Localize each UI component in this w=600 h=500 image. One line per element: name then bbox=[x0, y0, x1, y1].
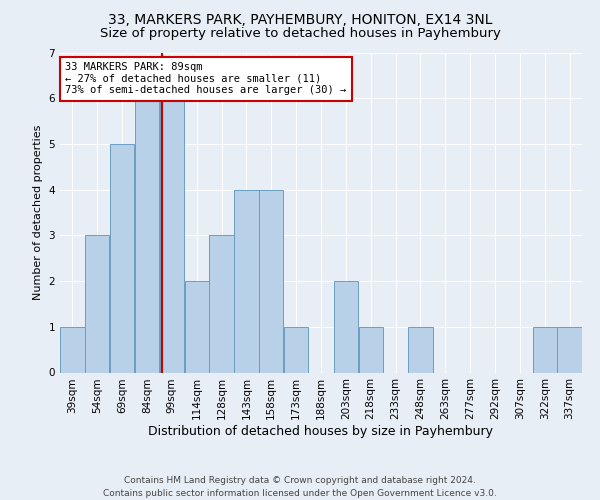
X-axis label: Distribution of detached houses by size in Payhembury: Distribution of detached houses by size … bbox=[149, 425, 493, 438]
Text: Contains HM Land Registry data © Crown copyright and database right 2024.
Contai: Contains HM Land Registry data © Crown c… bbox=[103, 476, 497, 498]
Bar bbox=[334, 281, 358, 372]
Text: 33, MARKERS PARK, PAYHEMBURY, HONITON, EX14 3NL: 33, MARKERS PARK, PAYHEMBURY, HONITON, E… bbox=[108, 12, 492, 26]
Bar bbox=[160, 98, 184, 372]
Text: Size of property relative to detached houses in Payhembury: Size of property relative to detached ho… bbox=[100, 28, 500, 40]
Bar bbox=[284, 327, 308, 372]
Bar bbox=[185, 281, 209, 372]
Bar bbox=[60, 327, 85, 372]
Bar bbox=[359, 327, 383, 372]
Bar bbox=[209, 236, 234, 372]
Text: 33 MARKERS PARK: 89sqm
← 27% of detached houses are smaller (11)
73% of semi-det: 33 MARKERS PARK: 89sqm ← 27% of detached… bbox=[65, 62, 346, 96]
Bar bbox=[135, 98, 159, 372]
Bar bbox=[408, 327, 433, 372]
Y-axis label: Number of detached properties: Number of detached properties bbox=[33, 125, 43, 300]
Bar bbox=[234, 190, 259, 372]
Bar bbox=[533, 327, 557, 372]
Bar bbox=[557, 327, 582, 372]
Bar bbox=[259, 190, 283, 372]
Bar bbox=[85, 236, 109, 372]
Bar bbox=[110, 144, 134, 372]
